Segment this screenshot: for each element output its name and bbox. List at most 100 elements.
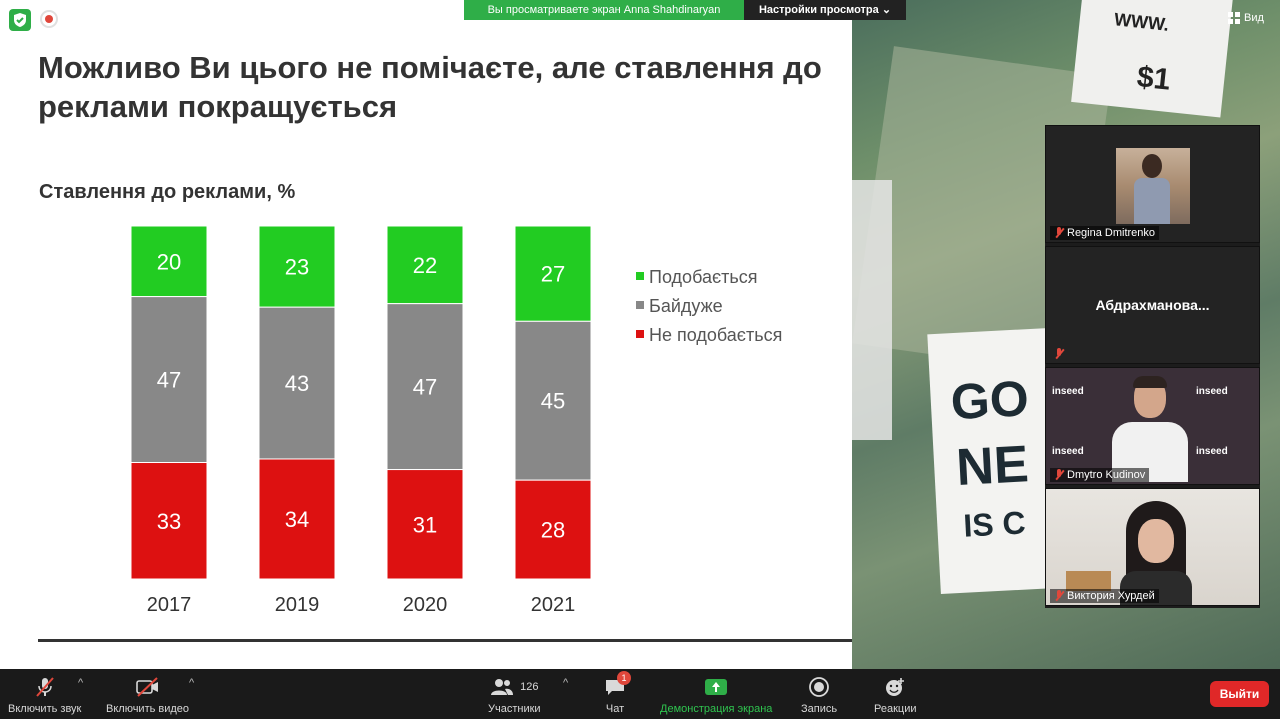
- chart-title: Ставлення до реклами, %: [39, 181, 296, 203]
- participants-count: 126: [520, 681, 539, 693]
- audio-options-caret[interactable]: ^: [78, 677, 84, 689]
- bar-value-label: 27: [541, 262, 565, 287]
- bar-segment-2017-0: [130, 225, 208, 298]
- legend-swatch: [636, 272, 644, 280]
- participant-video: [1046, 489, 1259, 605]
- participant-profile-photo: [1116, 148, 1190, 224]
- bar-segment-2019-0: [258, 225, 336, 308]
- bar-value-label: 34: [285, 507, 309, 532]
- record-label: Запись: [801, 703, 838, 715]
- bar-segment-2021-1: [514, 320, 592, 481]
- bar-segment-2021-2: [514, 479, 592, 580]
- video-off-icon: [135, 675, 161, 699]
- mic-off-icon: [34, 675, 56, 699]
- participant-tile[interactable]: Виктория Хурдей: [1045, 488, 1260, 606]
- view-options-button[interactable]: Настройки просмотра ⌄: [744, 0, 906, 20]
- x-axis-tick-label: 2017: [147, 594, 192, 616]
- recording-icon[interactable]: [40, 10, 58, 28]
- legend-label: Байдуже: [649, 296, 723, 316]
- chat-icon: 1: [604, 671, 631, 699]
- poster-line: GO: [949, 370, 1031, 431]
- mic-muted-icon: [1054, 590, 1064, 602]
- slide-divider: [38, 639, 852, 642]
- participant-name: Regina Dmitrenko: [1067, 227, 1156, 239]
- stacked-bar-chart: 20 47 33 2017 23 43 34 2019 22 47 31 2020 27 45 28 2021…: [130, 225, 782, 616]
- participant-tile[interactable]: Абдрахманова...: [1045, 246, 1260, 364]
- reactions-label: Реакции: [874, 703, 917, 715]
- grid-view-icon: [1228, 12, 1240, 24]
- emoji-plus-icon: [884, 675, 906, 699]
- legend-swatch: [636, 301, 644, 309]
- bar-value-label: 47: [413, 375, 437, 400]
- photo-texture: [852, 180, 892, 440]
- share-screen-button[interactable]: Демонстрация экрана: [660, 675, 772, 715]
- participant-name-tag: Regina Dmitrenko: [1050, 226, 1160, 240]
- participants-icon: 126: [490, 675, 538, 699]
- legend-swatch: [636, 330, 644, 338]
- participant-name-tag: [1050, 347, 1068, 361]
- bar-segment-2017-1: [130, 296, 208, 464]
- view-options-label: Настройки просмотра: [758, 4, 879, 16]
- screen-share-banner: Вы просматриваете экран Anna Shahdinarya…: [464, 0, 744, 20]
- bar-value-label: 31: [413, 512, 437, 537]
- video-options-caret[interactable]: ^: [189, 677, 195, 689]
- start-video-button[interactable]: Включить видео: [106, 675, 189, 715]
- reactions-button[interactable]: Реакции: [874, 675, 917, 715]
- leave-meeting-button[interactable]: Выйти: [1210, 681, 1269, 707]
- chevron-down-icon: ⌄: [881, 4, 892, 16]
- slide-title-line2: реклами покращується: [38, 89, 398, 124]
- legend-label: Не подобається: [649, 325, 782, 345]
- chat-label: Чат: [605, 703, 625, 715]
- record-button[interactable]: Запись: [801, 675, 837, 715]
- x-axis-tick-label: 2019: [275, 594, 320, 616]
- view-mode-label: Вид: [1244, 12, 1264, 24]
- bar-value-label: 33: [157, 509, 181, 534]
- legend-label: Подобається: [649, 267, 758, 287]
- bar-segment-2019-2: [258, 458, 336, 580]
- share-screen-label: Демонстрация экрана: [660, 703, 773, 715]
- bar-segment-2021-0: [514, 225, 592, 322]
- participants-button[interactable]: 126 Участники: [488, 675, 541, 715]
- view-mode-button[interactable]: Вид: [1228, 8, 1264, 28]
- bar-segment-2017-2: [130, 462, 208, 580]
- share-screen-icon: [705, 675, 728, 699]
- participants-gallery: Regina Dmitrenko Абдрахманова... inseed …: [1045, 125, 1260, 608]
- x-axis-tick-label: 2021: [531, 594, 576, 616]
- bar-value-label: 47: [157, 368, 181, 393]
- participants-label: Участники: [488, 703, 541, 715]
- bar-segment-2020-1: [386, 303, 464, 471]
- poster-top-text2: $1: [1135, 60, 1173, 97]
- participant-name-center: Абдрахманова...: [1095, 297, 1210, 313]
- record-icon: [808, 675, 830, 699]
- poster-line: IS C: [962, 504, 1027, 544]
- x-axis-tick-label: 2020: [403, 594, 448, 616]
- mic-muted-icon: [1054, 227, 1064, 239]
- participant-tile[interactable]: inseed inseed inseed inseed Dmytro Kudin…: [1045, 367, 1260, 485]
- participant-tile[interactable]: Regina Dmitrenko: [1045, 125, 1260, 243]
- slide-title: Можливо Ви цього не помічаєте, але ставл…: [38, 48, 858, 126]
- chat-unread-badge: 1: [617, 671, 631, 685]
- bar-value-label: 23: [285, 255, 309, 280]
- shield-check-icon[interactable]: [9, 9, 31, 31]
- meeting-toolbar: Включить звук ^ Включить видео ^ 126 Уча…: [0, 669, 1280, 719]
- participant-video: inseed inseed inseed inseed: [1046, 368, 1259, 484]
- unmute-button[interactable]: Включить звук: [8, 675, 81, 715]
- bar-value-label: 28: [541, 518, 565, 543]
- shared-slide: Можливо Ви цього не помічаєте, але ставл…: [0, 0, 852, 669]
- bar-segment-2019-1: [258, 306, 336, 460]
- unmute-label: Включить звук: [8, 703, 82, 715]
- chat-button[interactable]: 1 Чат: [604, 671, 631, 715]
- bar-value-label: 43: [285, 371, 309, 396]
- bar-value-label: 22: [413, 253, 437, 278]
- mic-muted-icon: [1054, 469, 1064, 481]
- participant-name-tag: Dmytro Kudinov: [1050, 468, 1150, 482]
- bar-value-label: 45: [541, 389, 565, 414]
- bar-segment-2020-2: [386, 469, 464, 580]
- slide-title-line1: Можливо Ви цього не помічаєте, але ставл…: [38, 50, 822, 85]
- participant-name-tag: Виктория Хурдей: [1050, 589, 1159, 603]
- start-video-label: Включить видео: [106, 703, 190, 715]
- participants-options-caret[interactable]: ^: [563, 677, 569, 689]
- participant-name: Dmytro Kudinov: [1067, 469, 1146, 481]
- participant-name: Виктория Хурдей: [1067, 590, 1155, 602]
